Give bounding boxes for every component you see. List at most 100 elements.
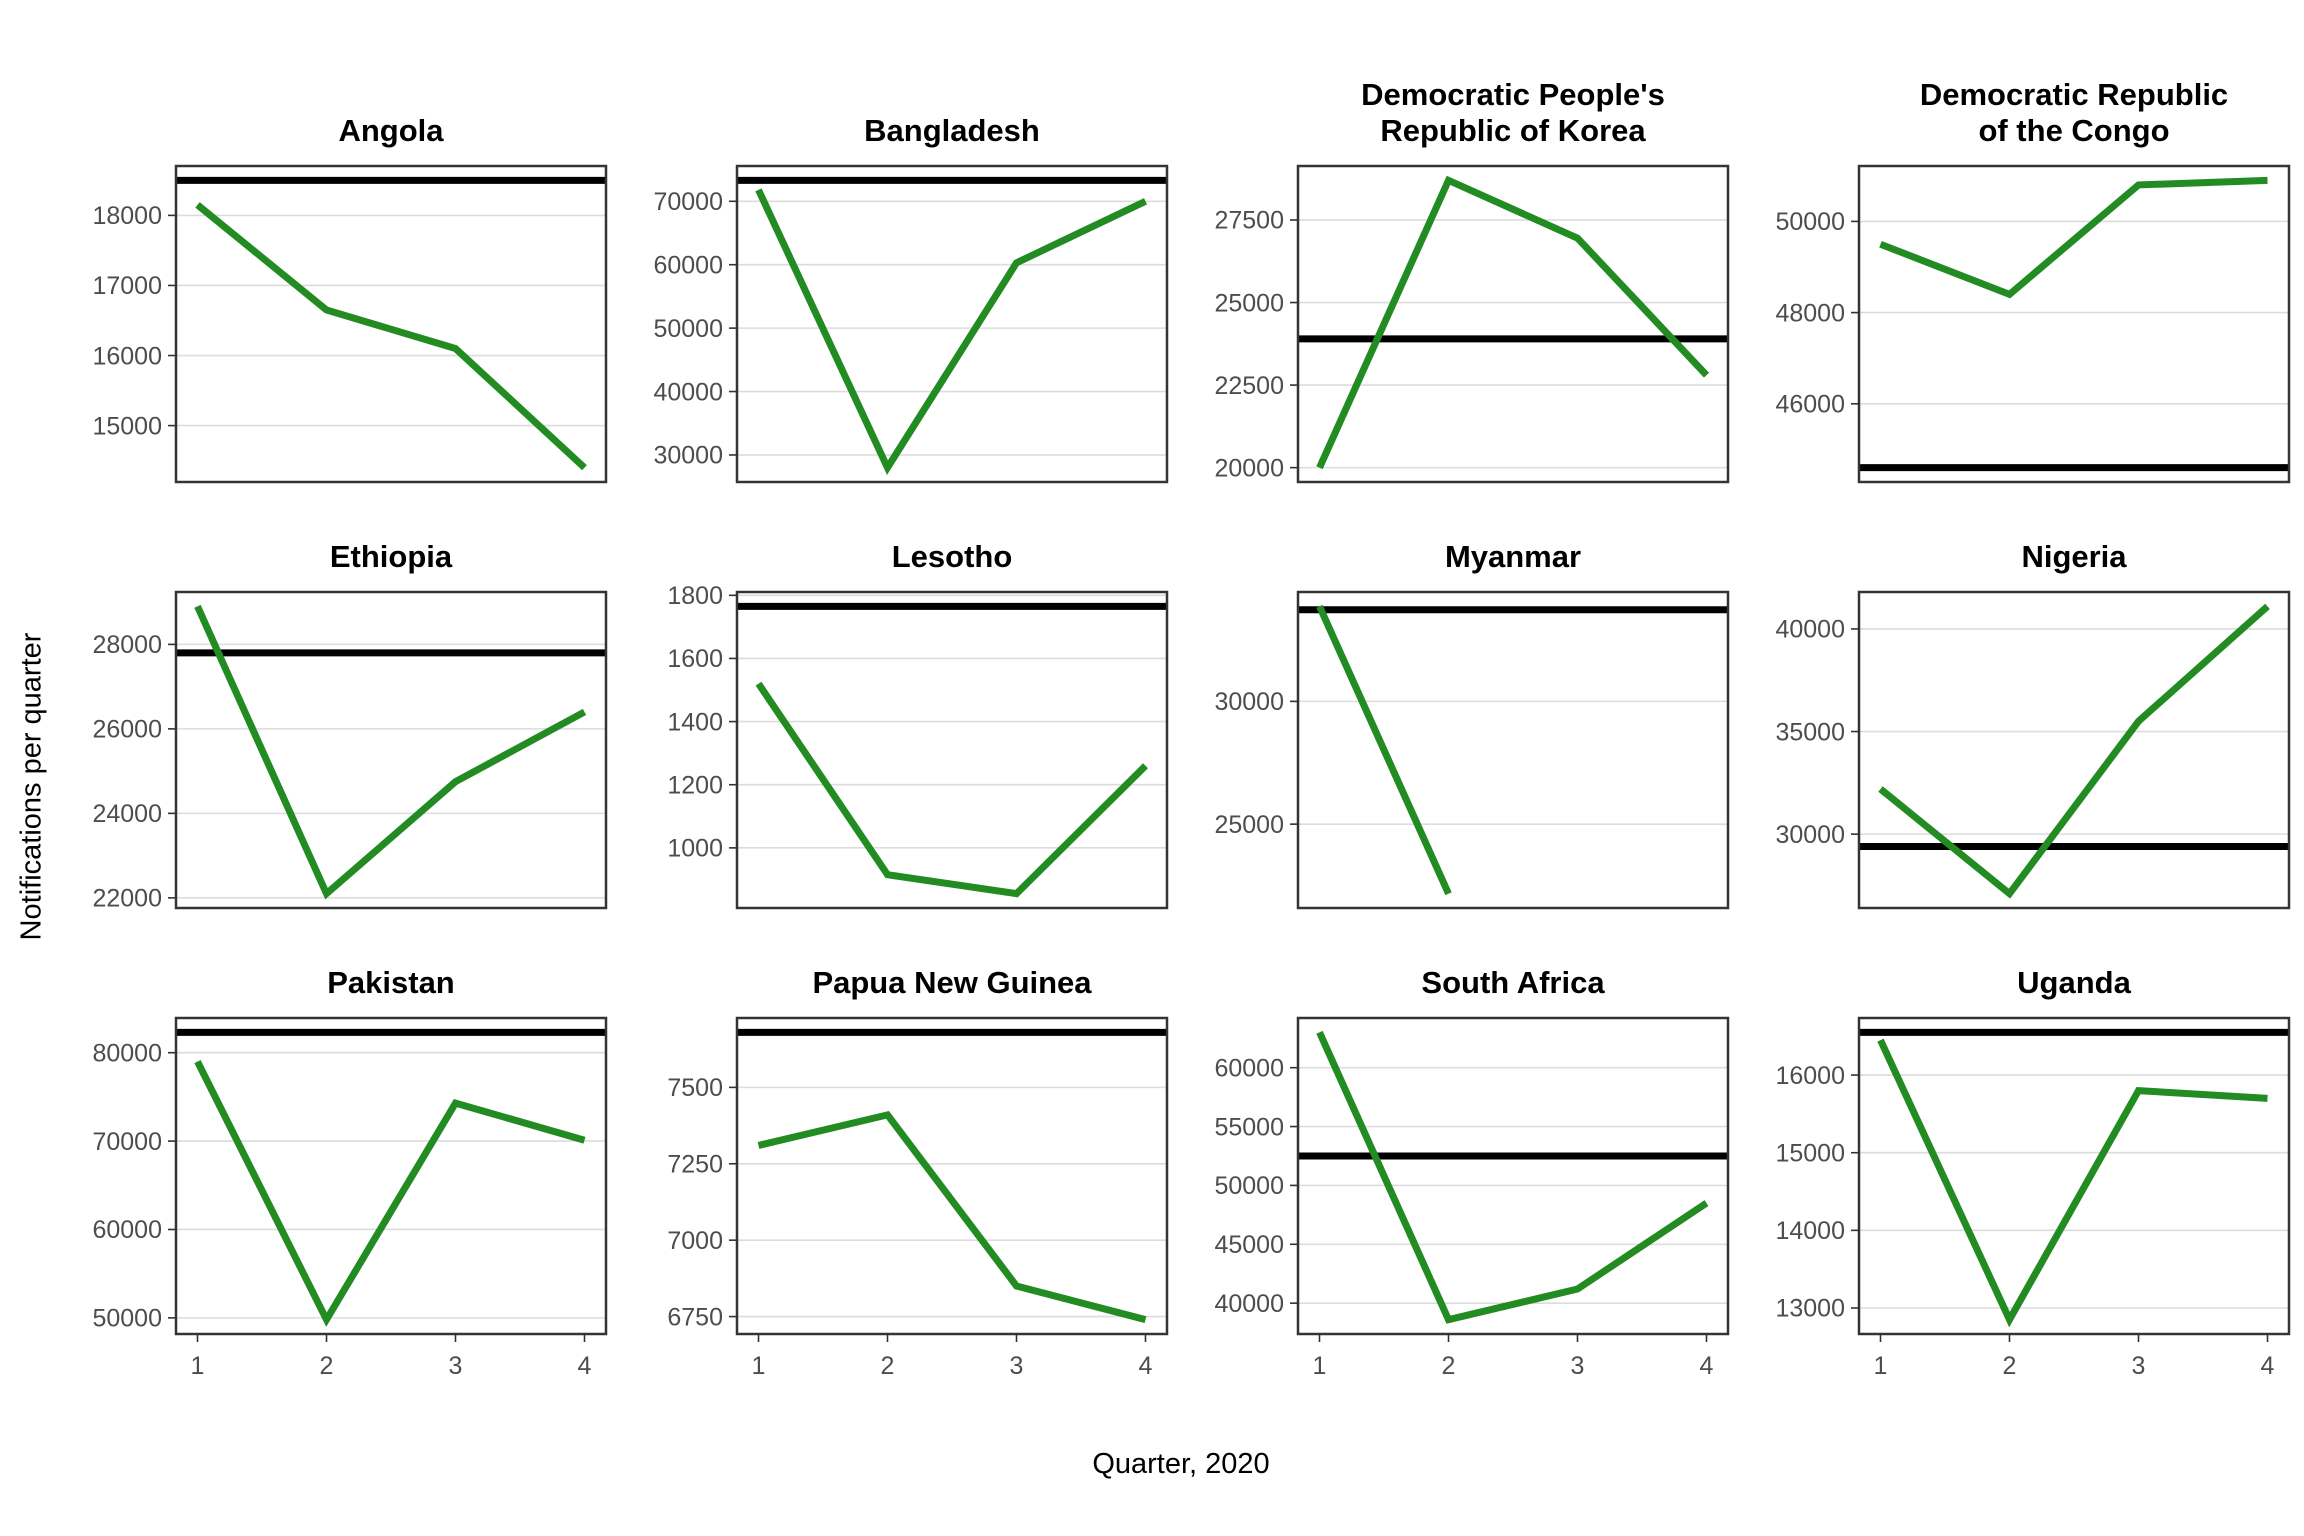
- y-tick-label: 50000: [1214, 1172, 1284, 1200]
- panel-border: [1857, 590, 2291, 910]
- x-tick-label: 1: [1313, 1352, 1327, 1380]
- facet-grid: Angola 18000 17000 16000 15000 Bangladesh 7000…: [58, 50, 2302, 1386]
- x-tick-label: 3: [1010, 1352, 1024, 1380]
- x-tick-label: 3: [449, 1352, 463, 1380]
- facet-title-uganda: Uganda: [2017, 965, 2131, 1001]
- notifications-line: [195, 202, 587, 471]
- x-tick-label: 2: [2003, 1352, 2017, 1380]
- facet-democratic-people-s-republic-of-korea: Democratic People's Republic of Korea 2750…: [1180, 50, 1741, 490]
- y-tick-label: 16000: [1775, 1062, 1845, 1090]
- notifications-line: [194, 1059, 586, 1327]
- y-tick-label: 48000: [1775, 299, 1845, 327]
- facet-title-democratic-republic-of-the-congo: Democratic Republic of the Congo: [1919, 76, 2229, 149]
- y-tick-label: 15000: [92, 412, 162, 440]
- y-tick-label: 7500: [667, 1074, 723, 1102]
- y-tick-label: 60000: [1214, 1054, 1284, 1082]
- facet-plot-pakistan: 80000 70000 60000 50000 1 2 3 4: [92, 1016, 608, 1380]
- facet-pakistan: Pakistan 80000 70000 60000 50000 1 2 3 4: [58, 916, 619, 1386]
- x-tick-label: 1: [1874, 1352, 1888, 1380]
- y-tick-label: 13000: [1775, 1295, 1845, 1323]
- panel-border: [1296, 590, 1730, 910]
- facet-plot-uganda: 16000 15000 14000 13000 1 2 3 4: [1775, 1016, 2291, 1380]
- panel-border: [1857, 164, 2291, 484]
- x-tick-label: 4: [578, 1352, 592, 1380]
- y-tick-label: 25000: [1214, 289, 1284, 317]
- panel-background: [176, 1018, 606, 1334]
- y-tick-label: 1400: [667, 708, 723, 736]
- facet-title-angola: Angola: [338, 113, 444, 149]
- y-tick-label: 24000: [92, 800, 162, 828]
- notifications-line: [194, 604, 587, 900]
- facet-plot-lesotho: 1800 1600 1400 1200 1000: [667, 586, 1169, 910]
- y-axis-title: Notifications per quarter: [15, 632, 48, 941]
- y-tick-label: 30000: [1775, 821, 1845, 849]
- y-tick-label: 35000: [1775, 718, 1845, 746]
- facet-title-papua-new-guinea: Papua New Guinea: [812, 965, 1092, 1001]
- facet-angola: Angola 18000 17000 16000 15000: [58, 50, 619, 490]
- y-tick-label: 50000: [92, 1305, 162, 1333]
- facet-plot-democratic-republic-of-the-congo: 50000 48000 46000: [1775, 164, 2291, 484]
- panel-background: [1859, 166, 2289, 482]
- facet-plot-papua-new-guinea: 7500 7250 7000 6750 1 2 3 4: [667, 1016, 1169, 1380]
- facet-title-bangladesh: Bangladesh: [864, 113, 1040, 149]
- panel-border: [735, 1016, 1169, 1336]
- x-tick-label: 2: [1442, 1352, 1456, 1380]
- y-tick-label: 70000: [653, 188, 723, 216]
- facet-plot-angola: 18000 17000 16000 15000: [92, 164, 608, 484]
- facet-myanmar: Myanmar 30000 25000: [1180, 490, 1741, 916]
- facet-plot-democratic-people-s-republic-of-korea: 27500 25000 22500 20000: [1214, 164, 1730, 484]
- facet-democratic-republic-of-the-congo: Democratic Republic of the Congo 50000 4800…: [1741, 50, 2302, 490]
- panel-background: [1298, 1018, 1728, 1334]
- y-tick-label: 50000: [1775, 208, 1845, 236]
- y-tick-label: 30000: [653, 442, 723, 470]
- facet-title-ethiopia: Ethiopia: [329, 539, 453, 575]
- panel-border: [1857, 1016, 2291, 1336]
- y-tick-label: 14000: [1775, 1217, 1845, 1245]
- facet-lesotho: Lesotho 1800 1600 1400 1200 1000: [619, 490, 1180, 916]
- y-tick-label: 1600: [667, 645, 723, 673]
- y-tick-label: 45000: [1214, 1231, 1284, 1259]
- facet-title-myanmar: Myanmar: [1444, 539, 1582, 575]
- facet-title-south-africa: South Africa: [1421, 965, 1605, 1001]
- facet-plot-ethiopia: 28000 26000 24000 22000: [92, 590, 608, 913]
- x-tick-label: 2: [881, 1352, 895, 1380]
- y-tick-label: 16000: [92, 342, 162, 370]
- panel-border: [1296, 164, 1730, 484]
- y-tick-label: 40000: [1775, 616, 1845, 644]
- y-tick-label: 50000: [653, 315, 723, 343]
- notifications-line: [1316, 175, 1710, 470]
- notifications-line: [1316, 604, 1452, 896]
- y-tick-label: 18000: [92, 202, 162, 230]
- panel-background: [1298, 166, 1728, 482]
- notifications-line: [757, 1110, 1147, 1324]
- notifications-line: [1316, 1030, 1709, 1324]
- panel-border: [1296, 1016, 1730, 1336]
- panel-border: [174, 164, 608, 484]
- y-tick-label: 1800: [667, 586, 723, 610]
- x-tick-label: 4: [2261, 1352, 2275, 1380]
- notifications-line: [755, 188, 1148, 475]
- panel-border: [735, 164, 1169, 484]
- panel-background: [737, 592, 1167, 908]
- panel-border: [174, 1016, 608, 1336]
- y-tick-label: 60000: [653, 251, 723, 279]
- y-tick-label: 20000: [1214, 454, 1284, 482]
- panel-background: [176, 592, 606, 908]
- notifications-line: [755, 681, 1148, 898]
- x-axis-title: Quarter, 2020: [1092, 1448, 1270, 1480]
- panel-border: [735, 590, 1169, 910]
- notifications-line: [1879, 176, 2268, 299]
- y-tick-label: 40000: [653, 378, 723, 406]
- y-tick-label: 30000: [1214, 688, 1284, 716]
- y-tick-label: 40000: [1214, 1290, 1284, 1318]
- y-tick-label: 1200: [667, 771, 723, 799]
- facet-plot-myanmar: 30000 25000: [1214, 590, 1730, 910]
- panel-background: [737, 166, 1167, 482]
- facet-title-pakistan: Pakistan: [327, 965, 455, 1001]
- y-tick-label: 70000: [92, 1128, 162, 1156]
- facet-plot-south-africa: 60000 55000 50000 45000 40000 1 2 3 4: [1214, 1016, 1730, 1380]
- facet-title-democratic-people-s-republic-of-korea: Democratic People's Republic of Korea: [1361, 76, 1665, 149]
- x-tick-label: 4: [1700, 1352, 1714, 1380]
- facet-nigeria: Nigeria 40000 35000 30000: [1741, 490, 2302, 916]
